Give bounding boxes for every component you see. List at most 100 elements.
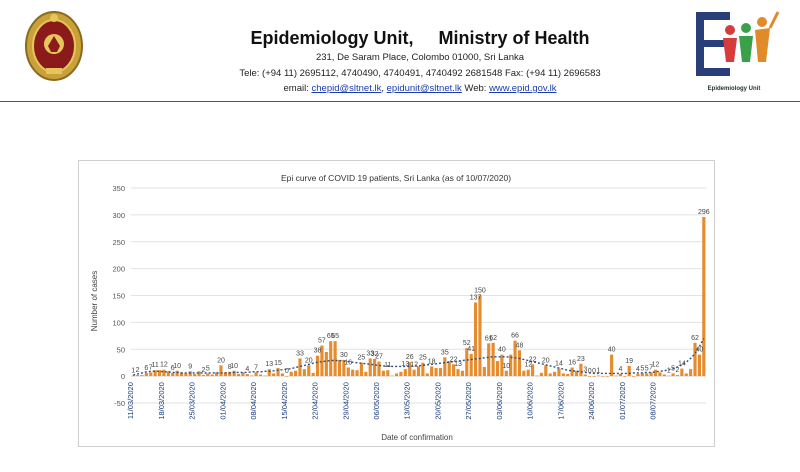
bar <box>254 372 258 377</box>
bar <box>201 375 206 377</box>
bar <box>495 361 500 377</box>
data-label: 13 <box>401 361 409 368</box>
x-tick-label: 15/04/2020 <box>280 382 289 420</box>
data-label: 8 <box>228 364 232 371</box>
bar <box>162 369 166 377</box>
data-label: 2 <box>676 367 680 374</box>
data-label: 16 <box>344 360 352 367</box>
data-label: 14 <box>555 361 563 368</box>
y-axis-ticks: -50 0 50 100 150 200 250 300 350 <box>112 184 125 408</box>
y-tick-label: -50 <box>114 399 125 408</box>
bar <box>403 369 407 377</box>
bar <box>232 370 236 377</box>
bar <box>136 375 140 377</box>
bar <box>263 375 267 377</box>
bar <box>574 370 579 377</box>
x-tick-label: 10/06/2020 <box>526 382 535 420</box>
bar <box>359 362 364 377</box>
bar <box>452 364 456 377</box>
x-tick-label: 25/03/2020 <box>188 382 197 420</box>
data-label: 25 <box>419 355 427 362</box>
data-label: 11 <box>384 362 391 369</box>
bar <box>346 367 350 377</box>
bar <box>627 365 631 377</box>
address-line: 231, De Saram Place, Colombo 01000, Sri … <box>315 52 525 63</box>
bar <box>430 366 434 377</box>
bar <box>412 369 416 377</box>
bar <box>315 355 320 377</box>
bar <box>491 342 495 377</box>
data-label: 7 <box>149 364 153 371</box>
data-label: 0 <box>285 368 289 375</box>
bar <box>592 376 596 377</box>
bar <box>566 373 570 377</box>
data-label: 33 <box>366 350 374 357</box>
data-label: 10 <box>173 363 181 370</box>
bar <box>311 372 315 377</box>
email-separator: , <box>381 83 387 94</box>
bar <box>394 373 399 377</box>
data-label: 3 <box>583 367 587 374</box>
bar <box>596 375 601 377</box>
y-tick-label: 50 <box>117 345 125 354</box>
epi-curve-chart: Epi curve of COVID 19 patients, Sri Lank… <box>90 173 710 442</box>
bar <box>517 350 522 377</box>
bar <box>636 373 640 377</box>
y-tick-label: 350 <box>112 184 125 193</box>
bar <box>552 371 557 377</box>
bar <box>557 368 561 377</box>
header-divider <box>0 101 800 102</box>
x-tick-label: 17/06/2020 <box>556 382 565 420</box>
email-link-chepid[interactable]: chepid@sltnet.lk <box>311 83 382 94</box>
bar <box>438 368 443 377</box>
x-tick-label: 11/03/2020 <box>126 382 135 419</box>
bar <box>171 372 175 377</box>
data-label: 9 <box>188 363 192 370</box>
bar-series <box>131 217 706 377</box>
data-label: 19 <box>625 358 633 365</box>
bar <box>329 341 333 377</box>
bar <box>206 373 210 377</box>
data-label: 12 <box>160 362 168 369</box>
bar <box>623 376 627 377</box>
data-label: 5 <box>671 365 675 372</box>
x-tick-label: 27/05/2020 <box>464 382 473 420</box>
bar <box>640 373 644 377</box>
website-link[interactable]: www.epid.gov.lk <box>489 83 557 94</box>
bar <box>693 342 697 377</box>
email-link-epidunit[interactable]: epidunit@sltnet.lk <box>386 83 462 94</box>
sri-lanka-emblem-icon <box>25 11 83 81</box>
data-label: 13 <box>454 361 462 368</box>
y-tick-label: 100 <box>112 318 125 327</box>
bar <box>140 375 144 377</box>
bar <box>324 351 328 377</box>
bar <box>373 358 377 377</box>
page-title: Epidemiology Unit, Ministry of Health <box>250 28 590 48</box>
bar <box>175 370 179 377</box>
data-label: 40 <box>696 347 704 354</box>
bar <box>307 365 311 377</box>
bar <box>355 370 359 377</box>
letterhead: Epidemiology Unit, Ministry of Health 23… <box>0 0 800 104</box>
bar <box>337 360 342 377</box>
bar <box>157 370 162 377</box>
data-label: 6 <box>171 365 175 372</box>
x-tick-label: 24/06/2020 <box>587 382 596 420</box>
data-label: 52 <box>463 340 471 347</box>
data-label: 11 <box>152 362 159 369</box>
data-label: 22 <box>450 356 458 363</box>
bar <box>618 373 622 377</box>
bar <box>509 354 513 377</box>
data-label: 0 <box>592 368 596 375</box>
data-label: 5 <box>645 365 649 372</box>
data-label: 1 <box>597 368 601 375</box>
bar <box>188 371 192 377</box>
bar <box>434 368 438 377</box>
bar <box>649 372 653 377</box>
data-label: 1 <box>131 368 135 375</box>
data-label: 35 <box>441 349 449 356</box>
data-label: 20 <box>542 357 550 364</box>
data-label: 5 <box>640 365 644 372</box>
bar <box>184 373 188 377</box>
